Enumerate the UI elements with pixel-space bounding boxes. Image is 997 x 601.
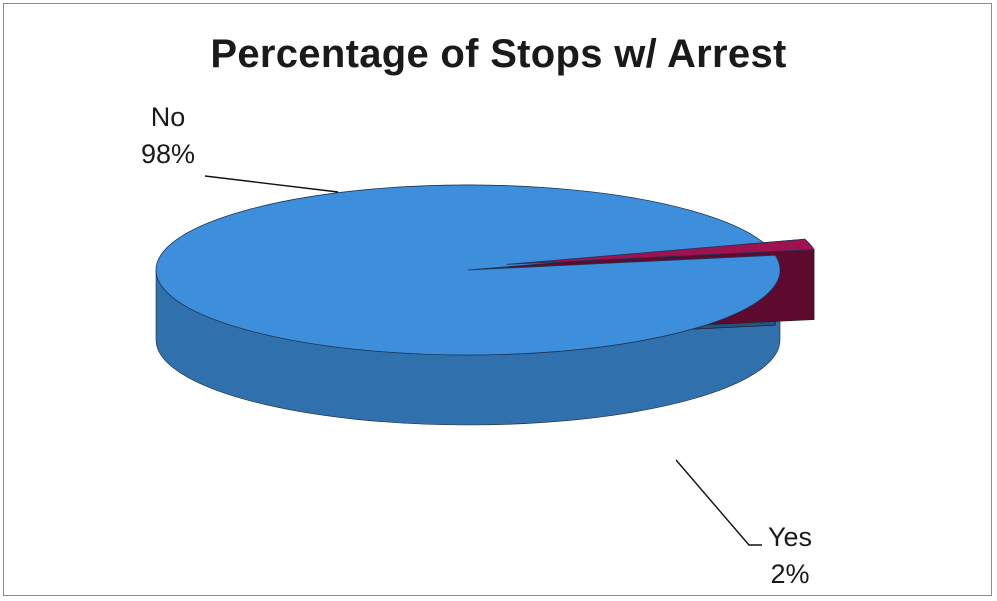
pie-tops (155, 184, 815, 356)
slice-yes (506, 238, 815, 265)
slice-label-no: No (151, 102, 186, 132)
chart-title: Percentage of Stops w/ Arrest (210, 32, 787, 76)
slice-no (155, 184, 781, 356)
slice-labels: No 98% Yes 2% (141, 102, 812, 589)
leader-line-no (204, 175, 339, 193)
slice-label-yes: Yes (768, 522, 812, 552)
leader-line-yes (675, 459, 762, 546)
chart-frame (3, 3, 992, 596)
slice-value-no: 98% (141, 139, 195, 169)
leader-lines (204, 175, 762, 546)
slice-value-yes: 2% (770, 559, 809, 589)
